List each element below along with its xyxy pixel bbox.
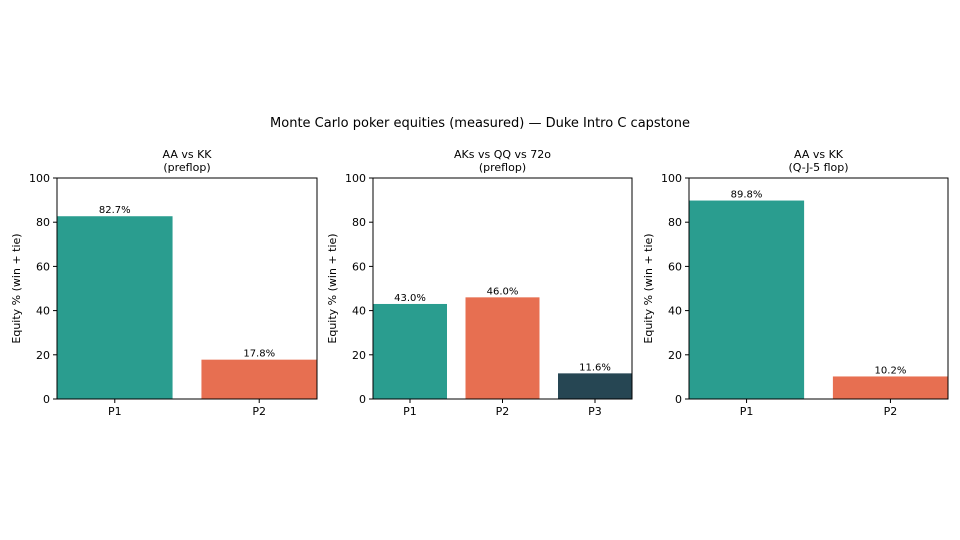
y-tick-label: 80	[668, 216, 682, 229]
y-tick-label: 60	[352, 260, 366, 273]
y-tick-label: 60	[36, 260, 50, 273]
bar-value-label: 82.7%	[99, 205, 131, 216]
bar-p1	[57, 216, 173, 399]
x-tick-label: P1	[403, 405, 417, 418]
bar-value-label: 46.0%	[487, 286, 519, 297]
y-tick-label: 20	[668, 349, 682, 362]
y-tick-label: 0	[359, 393, 366, 406]
y-tick-label: 0	[43, 393, 50, 406]
chart-title: AKs vs QQ vs 72o	[454, 148, 551, 161]
bar-p3	[558, 373, 632, 399]
bar-p2	[832, 376, 948, 399]
y-tick-label: 40	[668, 305, 682, 318]
bar-p1	[373, 303, 447, 399]
chart-subtitle: (Q-J-5 flop)	[788, 161, 848, 174]
bar-value-label: 43.0%	[394, 293, 426, 304]
figure-title: Monte Carlo poker equities (measured) — …	[270, 116, 690, 131]
x-tick-label: P2	[496, 405, 510, 418]
bar-value-label: 10.2%	[875, 365, 907, 376]
chart-subtitle: (preflop)	[163, 161, 210, 174]
charts-container: AA vs KK(preflop)82.7%17.8%020406080100P…	[10, 148, 949, 418]
y-tick-label: 100	[345, 172, 366, 185]
y-tick-label: 80	[352, 216, 366, 229]
bar-value-label: 11.6%	[579, 362, 611, 373]
chart-title: AA vs KK	[162, 148, 212, 161]
y-tick-label: 100	[29, 172, 50, 185]
y-tick-label: 20	[36, 349, 50, 362]
chart-subtitle: (preflop)	[479, 161, 526, 174]
bar-value-label: 89.8%	[731, 190, 763, 201]
x-tick-label: P1	[108, 405, 122, 418]
y-tick-label: 80	[36, 216, 50, 229]
x-tick-label: P1	[740, 405, 754, 418]
y-tick-label: 0	[675, 393, 682, 406]
bar-p1	[689, 200, 805, 399]
y-tick-label: 20	[352, 349, 366, 362]
axes-frame	[688, 177, 949, 400]
y-axis-label: Equity % (win + tie)	[642, 233, 655, 343]
y-axis-label: Equity % (win + tie)	[326, 233, 339, 343]
x-tick-label: P2	[884, 405, 898, 418]
bar-p2	[465, 297, 540, 399]
bar-p2	[201, 359, 317, 399]
axes-frame	[56, 177, 318, 400]
y-tick-label: 100	[661, 172, 682, 185]
bar-value-label: 17.8%	[243, 349, 275, 360]
chart-panel-2: AKs vs QQ vs 72o(preflop) 43.0% 46.0% 11.6%…	[326, 148, 633, 418]
x-tick-label: P2	[252, 405, 266, 418]
y-tick-label: 40	[352, 305, 366, 318]
chart-panel-3: AA vs KK(Q-J-5 flop) 89.8% 10.2% 0 20 40 60 80 1…	[642, 148, 949, 418]
y-tick-label: 40	[36, 305, 50, 318]
y-axis-label: Equity % (win + tie)	[10, 233, 23, 343]
chart-title: AA vs KK	[794, 148, 844, 161]
chart-panel-1: AA vs KK(preflop) 82.7% 17.8% 0 20 40 60 80 100 P…	[10, 148, 318, 418]
y-tick-label: 60	[668, 260, 682, 273]
x-tick-label: P3	[588, 405, 602, 418]
